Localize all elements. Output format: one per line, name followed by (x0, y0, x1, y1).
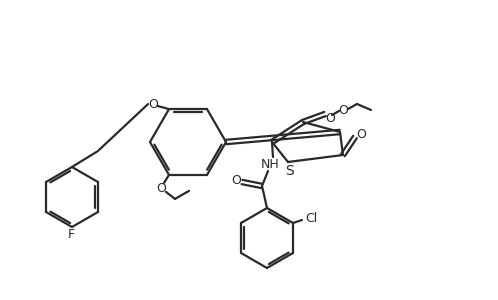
Text: O: O (156, 182, 166, 195)
Text: O: O (231, 173, 241, 187)
Text: F: F (67, 227, 75, 241)
Text: O: O (356, 128, 366, 140)
Text: O: O (148, 98, 158, 111)
Text: O: O (325, 112, 335, 124)
Text: Cl: Cl (305, 212, 317, 226)
Text: NH: NH (260, 158, 279, 170)
Text: S: S (285, 164, 293, 178)
Text: O: O (338, 103, 348, 116)
